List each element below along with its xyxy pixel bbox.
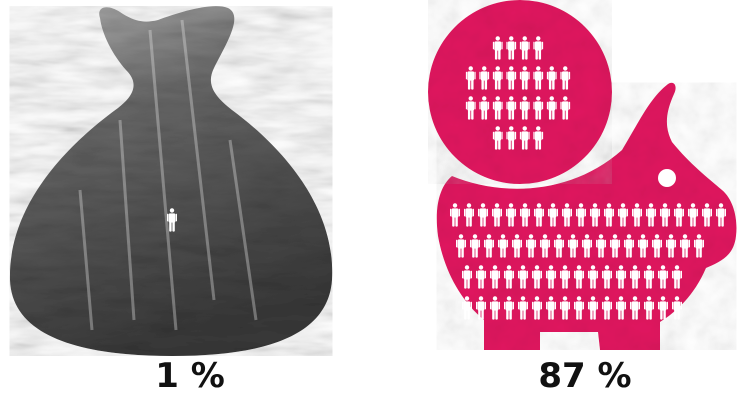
percentage-label-right: 87 % [538,356,632,396]
piggy-eye [658,169,676,187]
percentage-label-left: 1 % [155,356,225,396]
coin-shape [428,0,612,184]
piggy-bank-graphic [428,0,737,350]
money-bag-shape [9,6,333,356]
money-bag-graphic [9,6,333,356]
forest-streaks [78,19,258,331]
